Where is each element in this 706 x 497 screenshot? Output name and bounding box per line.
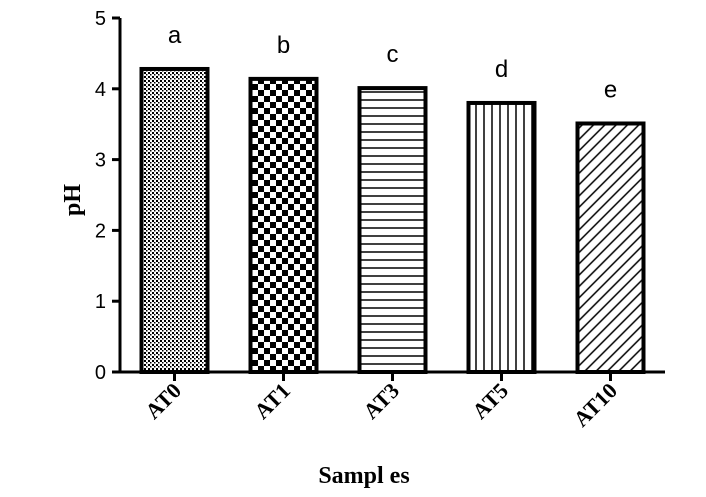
bar-at0 — [139, 66, 210, 374]
x-axis: AT0 AT1 AT3 AT5 AT10 — [118, 370, 665, 432]
y-axis-title: pH — [60, 184, 86, 216]
significance-label: b — [277, 32, 290, 59]
bar-at3 — [357, 86, 428, 374]
bar-at5 — [466, 100, 537, 375]
significance-label: c — [387, 41, 399, 68]
x-axis-title: Sampl es — [318, 463, 409, 489]
significance-label: a — [168, 22, 182, 49]
x-tick-label: AT1 — [249, 378, 295, 424]
bars — [139, 66, 646, 375]
significance-label: d — [495, 56, 508, 83]
bar-at1 — [248, 76, 319, 374]
y-tick-label: 2 — [95, 220, 106, 242]
significance-label: e — [604, 76, 617, 103]
y-tick-label: 3 — [95, 150, 106, 172]
x-tick-label: AT0 — [140, 378, 186, 424]
bar-at10 — [575, 121, 646, 374]
y-tick-label: 0 — [95, 362, 106, 384]
y-tick-label: 4 — [95, 79, 106, 101]
y-tick-label: 1 — [95, 291, 106, 313]
y-tick-label: 5 — [95, 8, 106, 30]
y-axis: 0 1 2 3 4 5 — [95, 8, 122, 384]
x-tick-label: AT5 — [467, 378, 513, 424]
x-tick-label: AT10 — [568, 378, 622, 432]
significance-labels: a b c d e — [168, 22, 617, 104]
x-tick-label: AT3 — [358, 378, 404, 424]
